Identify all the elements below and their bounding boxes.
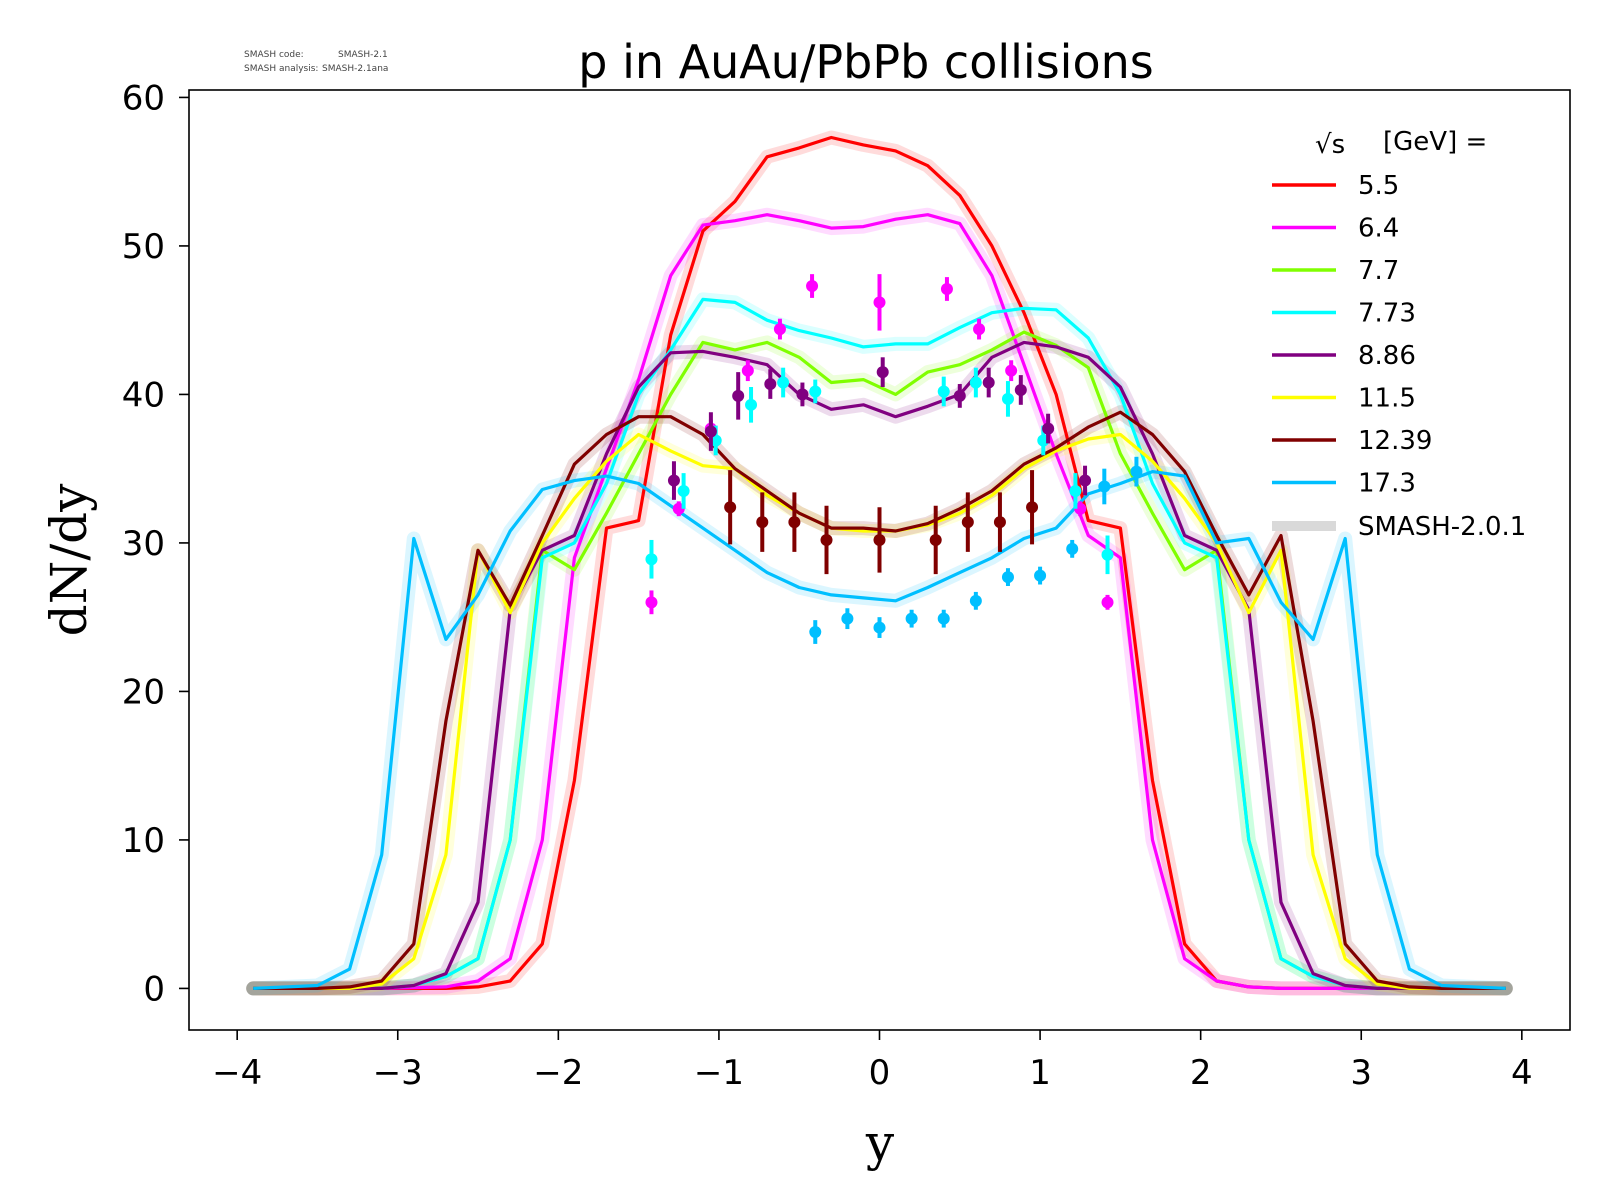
y-tick-label: 0: [143, 969, 165, 1009]
data-point: [809, 385, 822, 398]
data-point: [1098, 480, 1111, 493]
data-point: [1001, 392, 1014, 405]
data-point: [796, 388, 809, 401]
data-point: [1034, 569, 1047, 582]
data-point: [841, 612, 854, 625]
data-point: [809, 626, 822, 639]
y-axis-ticks: 0 10 20 30 40 50 60: [122, 78, 189, 1009]
data-point: [1001, 571, 1014, 584]
data-point: [645, 596, 658, 609]
y-tick-label: 30: [122, 524, 165, 564]
x-tick-label: 3: [1350, 1053, 1372, 1093]
data-point: [953, 389, 966, 402]
smash-code-value: SMASH-2.1: [338, 50, 388, 60]
data-point: [969, 376, 982, 389]
data-point: [969, 594, 982, 607]
series-line-7: [253, 470, 1506, 990]
data-point: [1101, 548, 1114, 561]
y-tick-label: 20: [122, 672, 165, 712]
legend-label-0: 5.5: [1358, 171, 1399, 201]
legend-label-4: 8.86: [1358, 341, 1416, 371]
x-tick-label: −2: [533, 1053, 583, 1093]
data-point: [677, 484, 690, 497]
data-point: [820, 533, 833, 546]
data-point: [1079, 474, 1092, 487]
x-tick-label: 2: [1190, 1053, 1212, 1093]
smash-analysis-value: SMASH-2.1ana: [322, 64, 388, 74]
x-tick-label: 1: [1029, 1053, 1051, 1093]
y-axis-title: dN/dy: [40, 483, 98, 637]
legend-label-model: SMASH-2.0.1: [1358, 512, 1526, 542]
x-tick-label: 4: [1511, 1053, 1533, 1093]
series-line-3: [253, 297, 1506, 990]
y-tick-label: 40: [122, 375, 165, 415]
data-point: [732, 389, 745, 402]
experimental-points: [645, 274, 1143, 644]
legend-label-2: 7.7: [1358, 256, 1399, 286]
legend-label-5: 11.5: [1358, 384, 1416, 414]
data-point: [1042, 422, 1055, 435]
data-point: [1005, 364, 1018, 377]
data-point: [645, 553, 658, 566]
legend-title-sqrt-s: √s: [1315, 130, 1345, 160]
legend-label-7: 17.3: [1358, 469, 1416, 499]
data-point: [773, 323, 786, 336]
series-line-4: [253, 340, 1506, 990]
legend-label-3: 7.73: [1358, 299, 1416, 329]
x-tick-label: −1: [694, 1053, 744, 1093]
data-point: [741, 364, 754, 377]
x-tick-label: −3: [373, 1053, 423, 1093]
x-tick-label: −4: [212, 1053, 262, 1093]
y-tick-label: 60: [122, 78, 165, 118]
data-point: [873, 296, 886, 309]
data-point: [876, 366, 889, 379]
data-point: [993, 516, 1006, 529]
data-point: [1130, 465, 1143, 478]
x-axis-ticks: −4 −3 −2 −1 0 1 2 3 4: [212, 1030, 1533, 1093]
legend-label-6: 12.39: [1358, 426, 1432, 456]
series-line-1: [253, 213, 1506, 990]
data-point: [764, 378, 777, 391]
data-point: [937, 385, 950, 398]
data-point: [724, 501, 737, 514]
model-band-6: [246, 405, 1513, 996]
data-point: [973, 323, 986, 336]
x-tick-label: 0: [869, 1053, 891, 1093]
data-point: [873, 621, 886, 634]
y-tick-label: 10: [122, 821, 165, 861]
data-point: [982, 376, 995, 389]
legend-title-unit: [GeV] =: [1383, 127, 1487, 157]
series-line-6: [253, 410, 1506, 990]
legend-label-1: 6.4: [1358, 214, 1399, 244]
data-point: [745, 398, 758, 411]
legend: √s [GeV] = 5.5 6.4 7.7 7.73 8.86 11.5 12.39 17.…: [1272, 127, 1526, 542]
y-tick-label: 50: [122, 227, 165, 267]
data-point: [940, 282, 953, 295]
data-point: [961, 516, 974, 529]
legend-swatch-model: [1272, 521, 1336, 531]
data-point: [788, 516, 801, 529]
data-point: [777, 376, 790, 389]
chart-title: p in AuAu/PbPb collisions: [578, 35, 1153, 89]
data-point: [937, 612, 950, 625]
data-point: [929, 533, 942, 546]
smash-code-label: SMASH code:: [244, 50, 304, 60]
data-point: [1069, 484, 1082, 497]
data-point: [806, 280, 819, 293]
data-point: [905, 612, 918, 625]
data-point: [756, 516, 769, 529]
data-point: [1066, 542, 1079, 555]
data-point: [704, 425, 717, 438]
data-point: [1101, 596, 1114, 609]
data-point: [873, 533, 886, 546]
x-axis-title: y: [865, 1114, 895, 1172]
data-point: [667, 474, 680, 487]
smash-analysis-label: SMASH analysis:: [244, 64, 318, 74]
data-point: [1026, 501, 1039, 514]
data-point: [1014, 383, 1027, 396]
